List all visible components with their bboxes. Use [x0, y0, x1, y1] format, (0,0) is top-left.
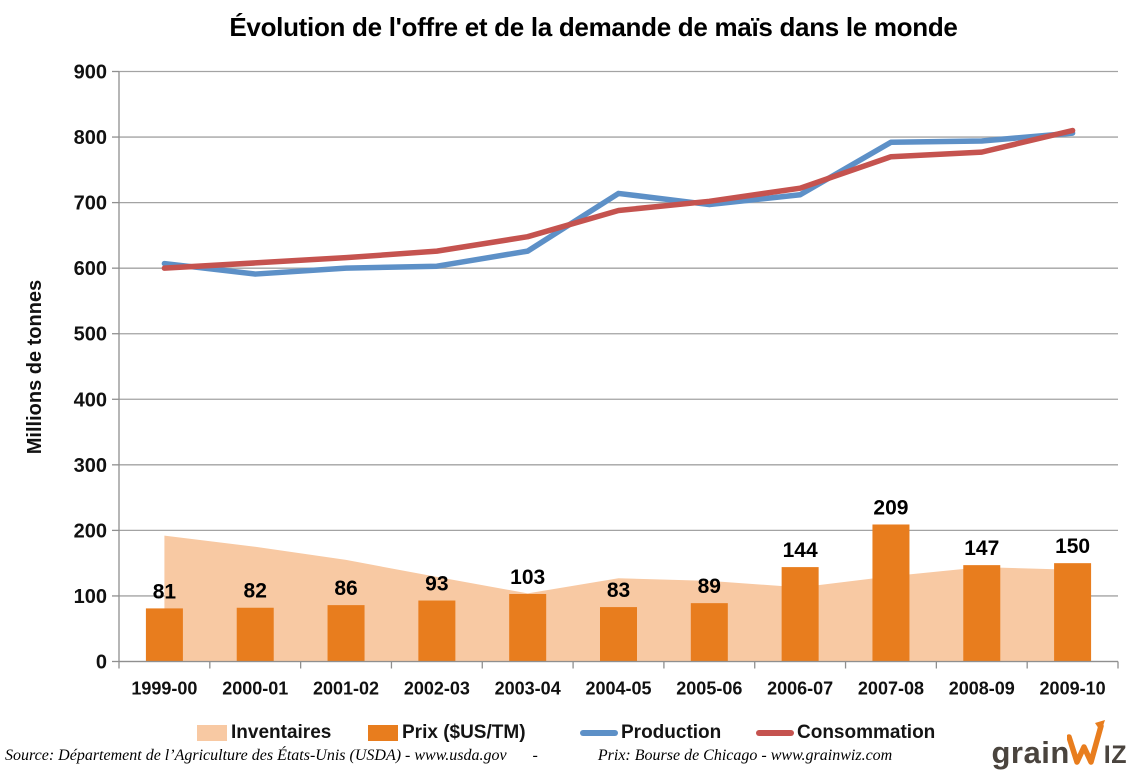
production-swatch-icon: [580, 730, 618, 736]
y-axis-tick-label: 0: [96, 652, 107, 674]
x-axis-tick-label: 2009-10: [1040, 679, 1106, 699]
bar-value-label: 86: [334, 577, 357, 600]
y-axis-tick-label: 100: [74, 586, 107, 608]
x-axis-tick-label: 2004-05: [585, 679, 651, 699]
inventaires-area: [164, 535, 1073, 662]
source-usda: Source: Département de l’Agriculture des…: [5, 747, 507, 764]
x-axis-tick-label: 2008-09: [949, 679, 1015, 699]
legend-label: Production: [621, 722, 722, 743]
y-axis-tick-label: 500: [74, 324, 107, 346]
x-axis-tick-label: 2003-04: [495, 679, 561, 699]
price-bar: [781, 567, 819, 662]
grainwiz-logo: grain IZ: [991, 716, 1127, 768]
legend-item-consommation: Consommation: [756, 718, 935, 748]
y-axis-tick-label: 400: [74, 389, 107, 411]
legend-item-production: Production: [580, 718, 721, 748]
y-axis-tick-label: 800: [74, 127, 107, 149]
legend-item-prix: Prix ($US/TM): [368, 718, 526, 748]
bar-value-label: 82: [244, 580, 267, 603]
legend-label: Inventaires: [231, 722, 332, 743]
logo-text-grain: grain: [991, 735, 1070, 770]
logo-text-iz: IZ: [1103, 741, 1127, 769]
bar-value-label: 83: [607, 579, 630, 602]
prix-swatch-icon: [368, 725, 398, 741]
x-axis-tick-label: 2002-03: [404, 679, 470, 699]
x-axis-tick-label: 2000-01: [222, 679, 288, 699]
bar-value-label: 89: [698, 575, 721, 598]
y-axis-tick-label: 300: [74, 455, 107, 477]
y-axis-tick-label: 900: [74, 62, 107, 84]
bar-value-label: 81: [153, 580, 177, 603]
bar-value-label: 209: [873, 496, 908, 519]
price-bar: [418, 600, 456, 662]
x-axis-tick-label: 2006-07: [767, 679, 833, 699]
source-note: Source: Département de l’Agriculture des…: [5, 747, 892, 769]
bar-value-label: 93: [425, 573, 448, 596]
legend-item-inventaires: Inventaires: [197, 718, 331, 748]
bar-value-label: 144: [783, 539, 818, 562]
y-axis-tick-label: 200: [74, 520, 107, 542]
x-axis-tick-label: 2005-06: [676, 679, 742, 699]
price-bar: [1054, 563, 1092, 662]
price-bar: [327, 605, 365, 662]
source-separator: -: [532, 747, 538, 764]
bar-value-label: 150: [1055, 535, 1090, 558]
y-axis-tick-label: 700: [74, 193, 107, 215]
price-bar: [236, 607, 274, 662]
price-bar: [145, 608, 183, 662]
consommation-swatch-icon: [756, 730, 794, 736]
legend-label: Consommation: [797, 722, 936, 743]
inventaires-swatch-icon: [197, 725, 227, 741]
consommation-line: [161, 127, 1076, 271]
x-axis-tick-label: 1999-00: [131, 679, 197, 699]
x-axis-tick-label: 2001-02: [313, 679, 379, 699]
source-prix: Prix: Bourse de Chicago - www.grainwiz.c…: [597, 747, 893, 764]
y-axis-tick-label: 600: [74, 258, 107, 280]
chart-legend: Inventaires Prix ($US/TM) Production Con…: [0, 718, 1137, 748]
bar-value-label: 103: [510, 566, 545, 589]
legend-label: Prix ($US/TM): [402, 722, 526, 743]
chart-title: Évolution de l'offre et de la demande de…: [229, 12, 958, 42]
x-axis-tick-label: 2007-08: [858, 679, 924, 699]
production-line: [161, 130, 1076, 277]
price-bar: [963, 565, 1001, 662]
plot-area: 0 100 200 300 400 500 600 700 800 900 1999-00 2000-…: [74, 62, 1119, 699]
price-bar: [872, 524, 910, 662]
price-bar: [690, 603, 728, 662]
logo-zigzag-w-icon: [1066, 720, 1105, 765]
price-bar: [509, 593, 547, 662]
price-bar: [600, 607, 637, 662]
bar-value-label: 147: [964, 537, 999, 560]
